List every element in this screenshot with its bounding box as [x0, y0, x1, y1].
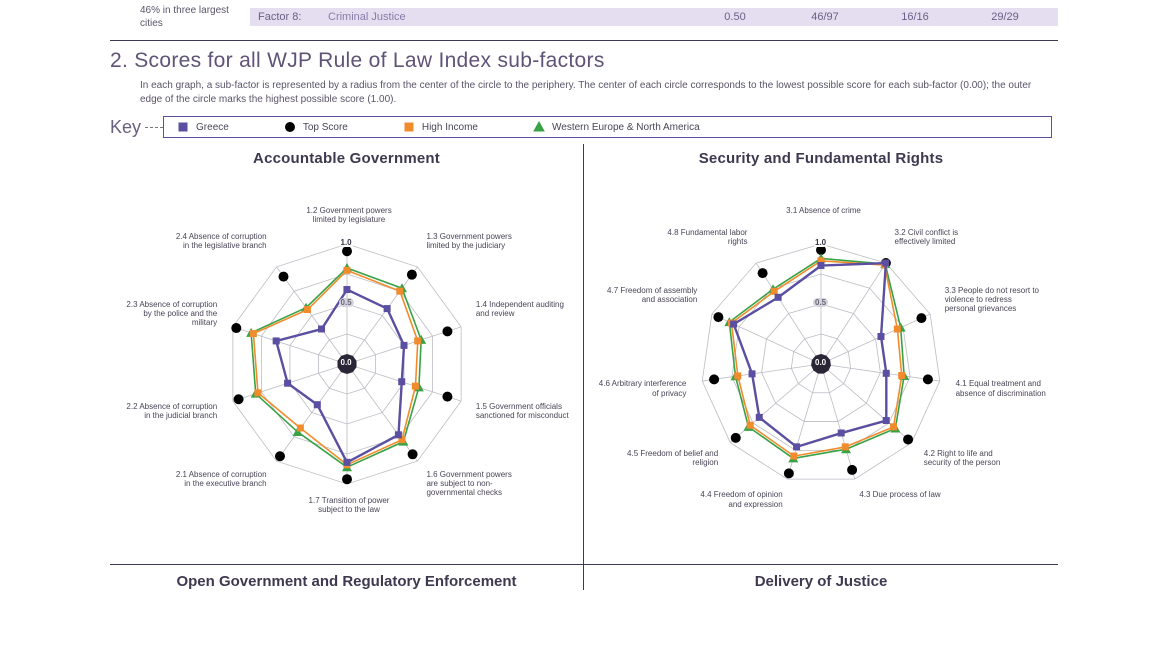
- axis-label: 1.5 Government officials sanctioned for …: [476, 402, 571, 420]
- chart-security-rights: Security and Fundamental Rights 0.0 0.5 1.…: [584, 144, 1058, 564]
- factor-rank-global: 46/97: [780, 11, 870, 23]
- ring-label: 1.0: [339, 238, 354, 247]
- axis-label: 3.1 Absence of crime: [776, 206, 871, 215]
- axis-label: 4.5 Freedom of belief and religion: [623, 449, 718, 467]
- top-strip: 46% in three largest cities Factor 8: Cr…: [0, 0, 1168, 30]
- charts-area: Accountable Government 0.0 0.5 1.0 1.2 Gove…: [110, 144, 1058, 565]
- western-europe-north-america-marker-icon: [532, 120, 546, 134]
- axis-label: 4.2 Right to life and security of the pe…: [924, 449, 1019, 467]
- instructions: In each graph, a sub-factor is represent…: [140, 79, 1048, 106]
- factor-name: Criminal Justice: [328, 11, 690, 23]
- high-income-marker-icon: [402, 120, 416, 134]
- legend-label: Top Score: [303, 122, 348, 133]
- chart-accountable-government: Accountable Government 0.0 0.5 1.0 1.2 Gove…: [110, 144, 584, 564]
- legend-label: High Income: [422, 122, 478, 133]
- axis-label: 4.1 Equal treatment and absence of discr…: [956, 379, 1051, 397]
- legend-item: Western Europe & North America: [532, 120, 700, 134]
- chart-title: Open Government and Regulatory Enforceme…: [110, 565, 584, 590]
- chart-title: Security and Fundamental Rights: [699, 150, 944, 167]
- chart-title: Delivery of Justice: [584, 565, 1058, 590]
- ring-label: 1.0: [813, 238, 828, 247]
- factor-rank-region: 29/29: [960, 11, 1050, 23]
- axis-label: 1.4 Independent auditing and review: [476, 300, 571, 318]
- legend-item: Greece: [176, 120, 229, 134]
- key-label: Key: [110, 117, 141, 138]
- ring-label: 0.0: [339, 358, 354, 367]
- factor-score: 0.50: [690, 11, 780, 23]
- axis-label: 4.6 Arbitrary interference of privacy: [591, 379, 686, 397]
- axis-label: 1.2 Government powers limited by legisla…: [302, 206, 397, 224]
- axis-label: 3.2 Civil conflict is effectively limite…: [895, 228, 990, 246]
- axis-label: 3.3 People do not resort to violence to …: [945, 286, 1040, 314]
- axis-label: 2.2 Absence of corruption in the judicia…: [122, 402, 217, 420]
- section-divider: [110, 40, 1058, 41]
- bottom-chart-titles: Open Government and Regulatory Enforceme…: [110, 565, 1058, 590]
- greece-marker-icon: [176, 120, 190, 134]
- axis-label: 4.8 Fundamental labor rights: [652, 228, 747, 246]
- radar-chart: 0.0 0.5 1.0 1.2 Government powers limited b…: [117, 169, 577, 549]
- axis-label: 4.7 Freedom of assembly and association: [602, 286, 697, 304]
- axis-label: 2.3 Absence of corruption by the police …: [122, 300, 217, 328]
- legend-item: High Income: [402, 120, 478, 134]
- axis-label: 1.7 Transition of power subject to the l…: [302, 496, 397, 514]
- factor-row: Factor 8: Criminal Justice 0.50 46/97 16…: [250, 8, 1058, 26]
- legend-label: Western Europe & North America: [552, 122, 700, 133]
- legend-label: Greece: [196, 122, 229, 133]
- legend-row: Key Greece Top Score High Income Western Eu…: [110, 116, 1052, 138]
- sidebar-stat: 46% in three largest cities: [140, 4, 230, 30]
- chart-title: Accountable Government: [253, 150, 440, 167]
- key-dash-icon: [145, 127, 163, 128]
- top-score-marker-icon: [283, 120, 297, 134]
- section-title: 2. Scores for all WJP Rule of Law Index …: [110, 49, 1168, 73]
- axis-label: 4.4 Freedom of opinion and expression: [688, 490, 783, 508]
- axis-label: 4.3 Due process of law: [859, 490, 954, 499]
- radar-chart: 0.0 0.5 1.0 3.1 Absence of crime 3.2 Civil c…: [591, 169, 1051, 549]
- factor-id: Factor 8:: [258, 11, 328, 23]
- axis-label: 1.3 Government powers limited by the jud…: [426, 232, 521, 250]
- factor-rank-income: 16/16: [870, 11, 960, 23]
- axis-label: 2.1 Absence of corruption in the executi…: [172, 470, 267, 488]
- axis-label: 1.6 Government powers are subject to non…: [426, 470, 521, 498]
- ring-label: 0.5: [813, 298, 828, 307]
- axis-label: 2.4 Absence of corruption in the legisla…: [172, 232, 267, 250]
- ring-label: 0.5: [339, 298, 354, 307]
- ring-label: 0.0: [813, 358, 828, 367]
- legend-item: Top Score: [283, 120, 348, 134]
- legend-box: Greece Top Score High Income Western Europe…: [163, 116, 1052, 138]
